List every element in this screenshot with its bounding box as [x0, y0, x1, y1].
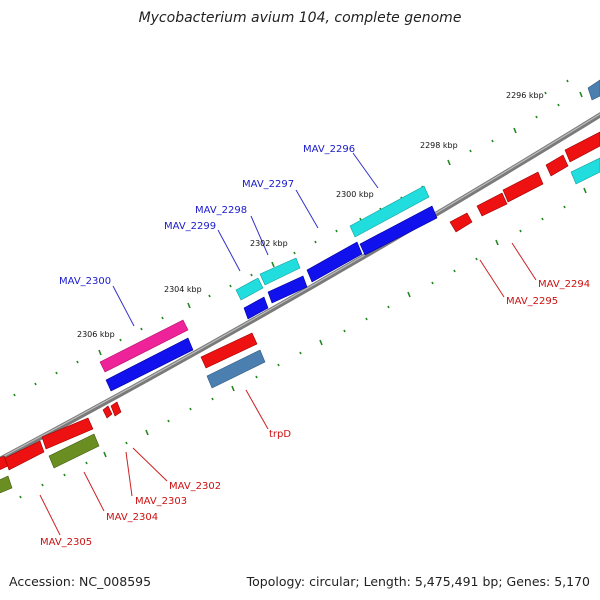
reverse-genes: [0, 131, 600, 495]
map-title: Mycobacterium avium 104, complete genome: [138, 10, 462, 26]
gene-label[interactable]: trpD: [269, 429, 291, 440]
genome-stats-footer: Topology: circular; Length: 5,475,491 bp…: [246, 574, 590, 589]
gene-MAV_2296-blue[interactable]: [359, 205, 438, 256]
gene-MAV_2294[interactable]: [502, 171, 544, 203]
forward-genes: [99, 79, 600, 373]
genome-backbone: [0, 112, 600, 463]
gene-MAV_2295-b[interactable]: [476, 192, 508, 217]
gene-label[interactable]: MAV_2303: [135, 496, 187, 507]
gene-trpD-steel[interactable]: [206, 349, 266, 389]
gene-label[interactable]: MAV_2305: [40, 537, 92, 548]
tick-row-inner: [19, 187, 587, 499]
gene-label[interactable]: MAV_2296: [303, 144, 355, 155]
gene-labels: MAV_2296 MAV_2297 MAV_2298 MAV_2299 MAV_…: [40, 144, 590, 548]
scale-label: 2306 kbp: [77, 330, 115, 339]
gene-MAV_2300[interactable]: [99, 319, 189, 373]
gene-MAV_2300-blue[interactable]: [105, 337, 194, 392]
gene-label[interactable]: MAV_2304: [106, 512, 158, 523]
gene-MAV_2302[interactable]: [110, 401, 122, 417]
gene-MAV_2303[interactable]: [102, 405, 113, 419]
gene-MAV_2298[interactable]: [259, 257, 301, 286]
gene-MAV_2297-blue[interactable]: [306, 241, 363, 283]
scale-label: 2298 kbp: [420, 141, 458, 150]
scale-label: 2296 kbp: [506, 91, 544, 100]
gene-MAV_2299-blue[interactable]: [243, 296, 269, 320]
gene-red-right-2[interactable]: [564, 131, 600, 163]
gene-label[interactable]: MAV_2302: [169, 481, 221, 492]
scale-labels: 2296 kbp 2298 kbp 2300 kbp 2302 kbp 2304…: [77, 91, 544, 339]
leader-lines: [39, 152, 537, 536]
gene-label[interactable]: MAV_2299: [164, 221, 216, 232]
scale-label: 2304 kbp: [164, 285, 202, 294]
gene-trpD[interactable]: [200, 332, 258, 369]
gene-label[interactable]: MAV_2300: [59, 276, 111, 287]
gene-MAV_2299[interactable]: [235, 277, 264, 301]
tick-row-outer: [13, 79, 583, 397]
gene-label[interactable]: MAV_2294: [538, 279, 590, 290]
gene-MAV_2296[interactable]: [349, 185, 430, 238]
gene-MAV_2294-fwd[interactable]: [587, 79, 600, 101]
gene-red-right-1[interactable]: [545, 154, 569, 177]
scale-label: 2302 kbp: [250, 239, 288, 248]
gene-cyan-right[interactable]: [570, 157, 600, 185]
genome-backbone-highlight: [0, 113, 600, 460]
scale-label: 2300 kbp: [336, 190, 374, 199]
gene-label[interactable]: MAV_2295: [506, 296, 558, 307]
accession-footer: Accession: NC_008595: [9, 574, 152, 589]
blue-genes: [105, 205, 438, 392]
gene-MAV_2305[interactable]: [41, 417, 94, 450]
gene-MAV_2304[interactable]: [48, 433, 100, 469]
gene-MAV_2295-a[interactable]: [449, 212, 473, 233]
gene-red-left-2[interactable]: [4, 440, 45, 471]
gene-label[interactable]: MAV_2298: [195, 205, 247, 216]
gene-olive-1[interactable]: [0, 475, 13, 495]
gene-MAV_2298-blue[interactable]: [267, 275, 308, 304]
gene-label[interactable]: MAV_2297: [242, 179, 294, 190]
